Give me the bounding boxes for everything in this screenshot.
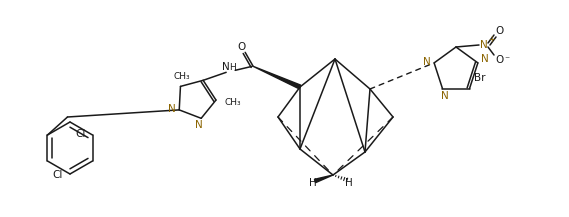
Text: H: H <box>345 178 353 188</box>
Polygon shape <box>253 66 301 89</box>
Text: N: N <box>481 54 489 64</box>
Text: Br: Br <box>473 73 485 83</box>
Text: Cl: Cl <box>75 129 86 139</box>
Text: H: H <box>309 178 317 188</box>
Text: O: O <box>237 42 245 52</box>
Text: N: N <box>222 62 230 72</box>
Text: O: O <box>496 55 504 65</box>
Polygon shape <box>315 175 333 183</box>
Text: H: H <box>229 63 236 72</box>
Text: N: N <box>168 104 176 114</box>
Text: +: + <box>488 36 494 44</box>
Text: N: N <box>423 57 431 67</box>
Text: N: N <box>440 91 448 101</box>
Text: Cl: Cl <box>53 170 63 180</box>
Text: O: O <box>496 26 504 36</box>
Text: N: N <box>480 40 488 50</box>
Text: CH₃: CH₃ <box>173 72 190 81</box>
Text: CH₃: CH₃ <box>225 98 241 107</box>
Text: N: N <box>195 120 203 130</box>
Text: ⁻: ⁻ <box>505 55 510 65</box>
